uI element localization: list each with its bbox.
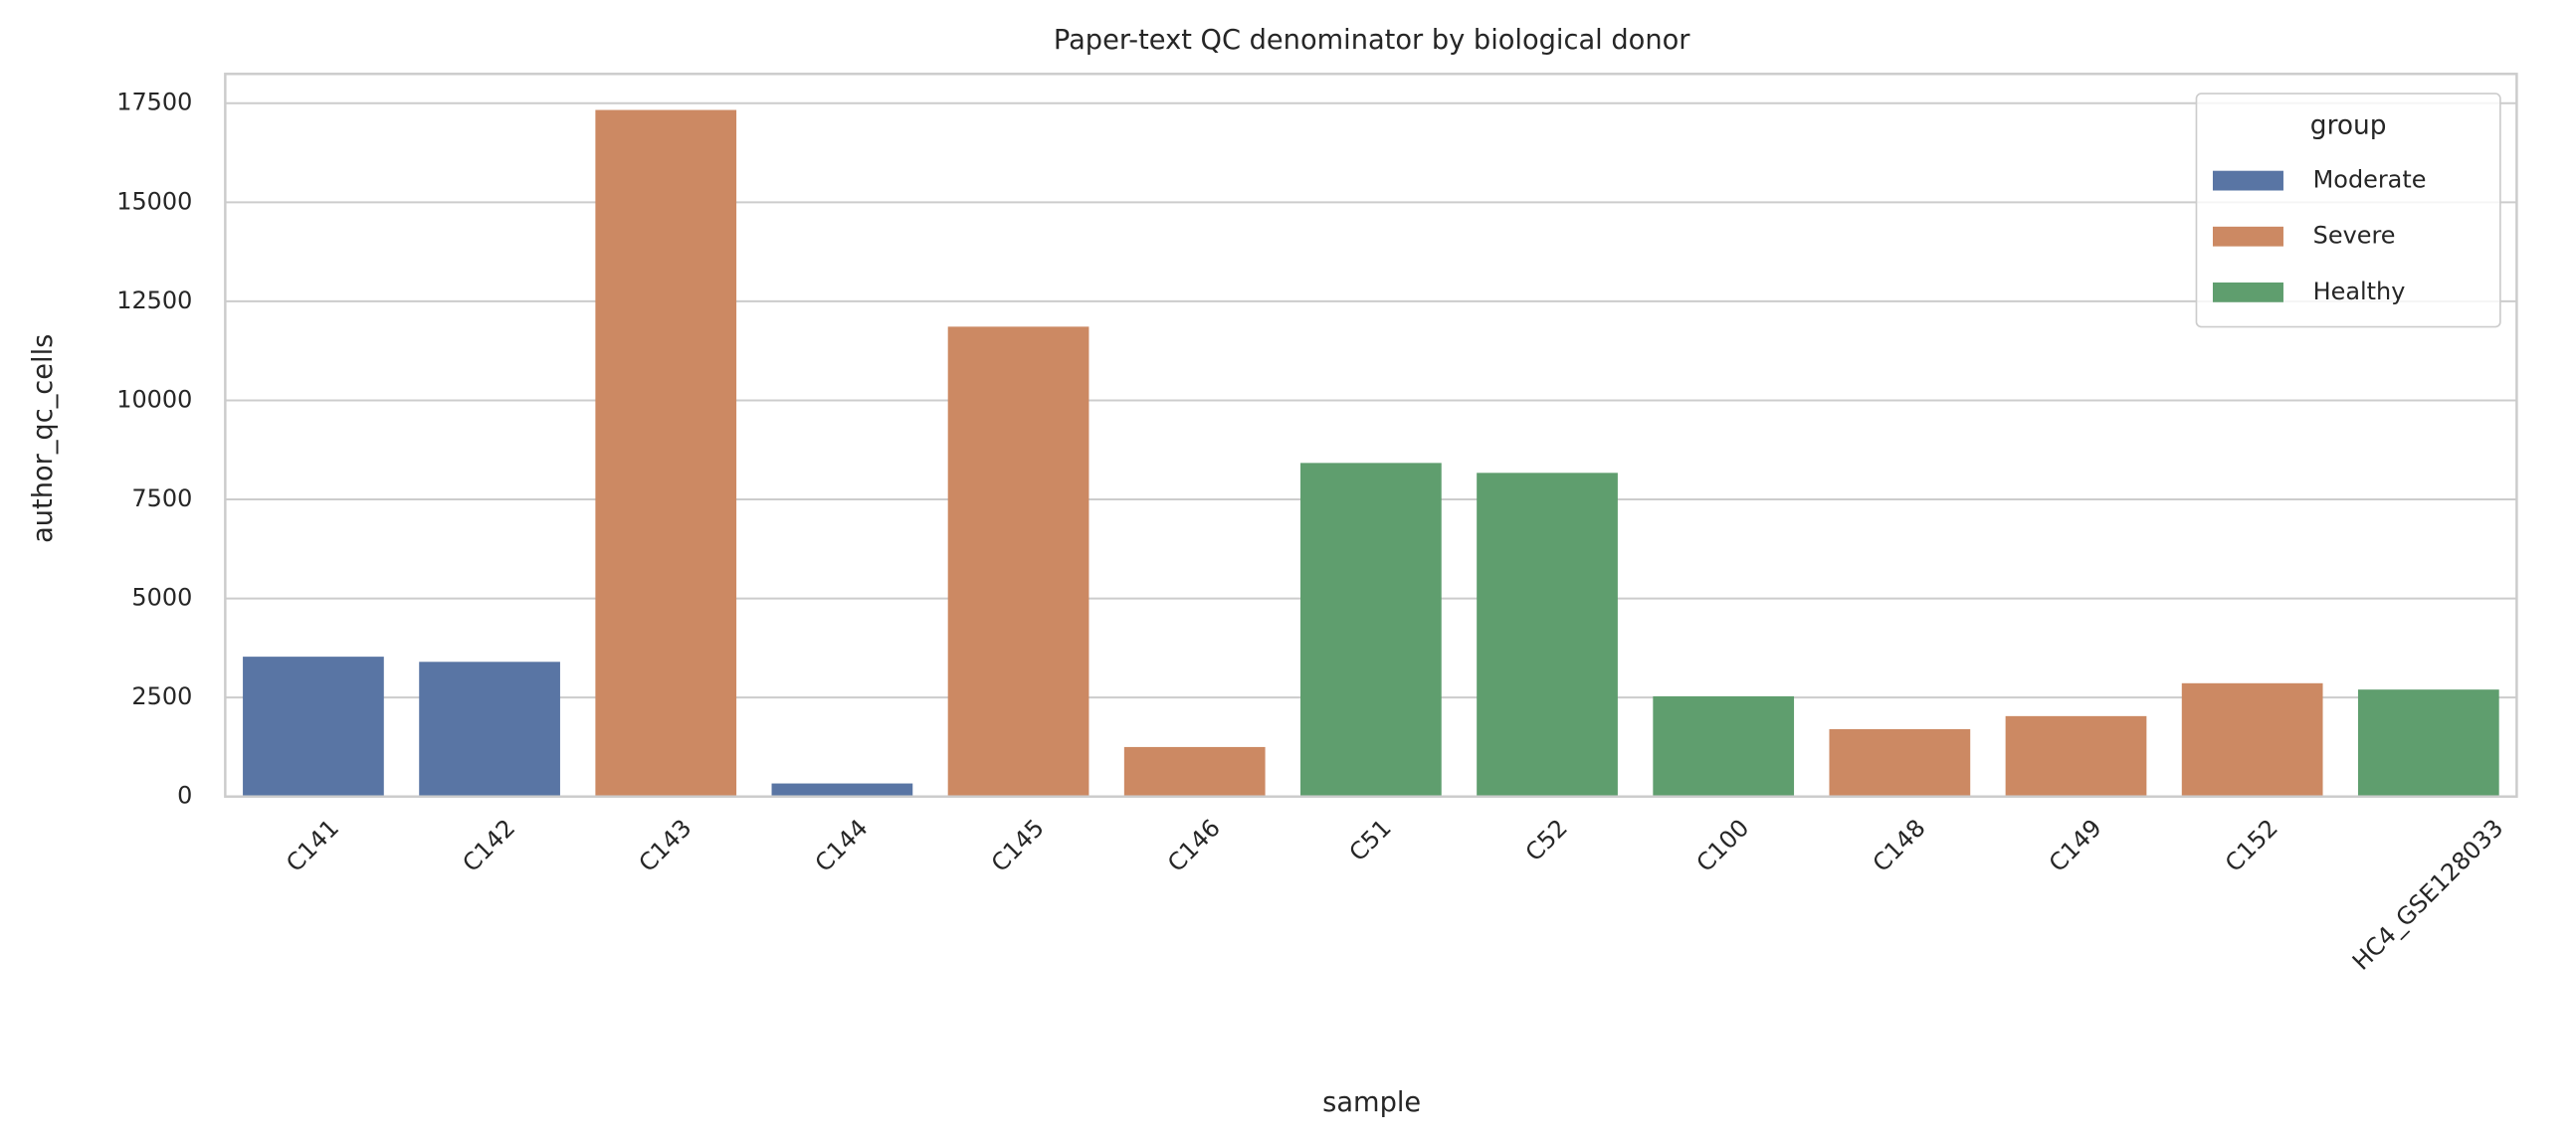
legend-box [2195,93,2501,328]
bar [947,326,1090,797]
y-tick-label: 0 [177,782,192,810]
x-tick-label: C148 [1868,814,1931,877]
plot-frame [224,73,2518,798]
y-tick-label: 2500 [131,682,192,710]
x-tick-label: C144 [810,814,874,877]
bar [1477,473,1618,797]
y-axis-label: author_qc_cells [28,334,59,543]
x-tick-label: C149 [2044,814,2107,877]
x-tick-label: C100 [1691,814,1755,877]
bar [1123,746,1266,797]
bar [2357,689,2499,797]
bar [1300,463,1442,797]
y-tick-label: 17500 [116,89,192,116]
legend-swatch [2212,226,2283,247]
bar [2181,682,2323,797]
bar [419,662,560,797]
y-tick-label: 15000 [116,187,192,215]
bar [1653,695,1795,797]
x-tick-label: HC4_GSE128033 [2347,814,2509,976]
legend: group Moderate Severe Healthy [2195,93,2501,328]
x-tick-label: C142 [457,814,520,877]
x-tick-label: C141 [281,814,344,877]
x-axis-label: sample [1322,1087,1421,1118]
bar [243,657,384,797]
x-tick-label: C52 [1520,814,1573,866]
x-tick-label: C152 [2220,814,2283,877]
bar [1829,728,1971,797]
bar [595,109,737,797]
y-tick-label: 10000 [116,385,192,413]
bar [2005,715,2147,797]
legend-label: Healthy [2313,278,2406,305]
x-tick-label: C51 [1344,814,1397,866]
y-tick-label: 7500 [131,484,192,512]
y-tick-label: 12500 [116,287,192,314]
bar [771,783,913,797]
x-tick-label: C146 [1162,814,1226,877]
x-tick-label: C143 [634,814,697,877]
legend-swatch [2212,282,2283,302]
legend-title: group [2310,110,2387,141]
legend-swatch [2212,170,2283,191]
legend-label: Moderate [2313,166,2427,194]
legend-label: Severe [2313,222,2396,250]
y-tick-label: 5000 [131,584,192,612]
x-tick-label: C145 [986,814,1050,877]
chart-title: Paper-text QC denominator by biological … [1054,25,1690,56]
